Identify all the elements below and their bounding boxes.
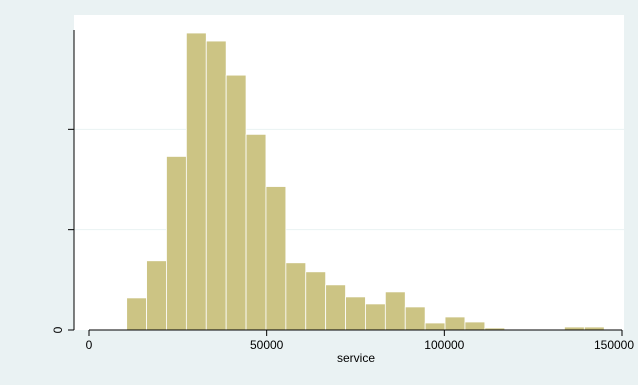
- histogram-bar: [265, 186, 287, 331]
- histogram-bar: [365, 303, 386, 331]
- y-tick-label: 0: [51, 326, 65, 333]
- histogram-bar: [285, 262, 307, 331]
- histogram-bar: [245, 133, 267, 331]
- histogram-bar: [305, 271, 327, 331]
- histogram-bar: [464, 321, 486, 331]
- histogram-bar: [185, 32, 207, 331]
- histogram-bar: [146, 260, 167, 331]
- histogram-bar: [404, 306, 426, 331]
- x-tick-label: 50000: [250, 338, 284, 352]
- histogram-bar: [126, 297, 147, 331]
- histogram-bar: [225, 74, 247, 331]
- x-tick-label: 100000: [424, 338, 464, 352]
- histogram-bar: [384, 291, 406, 331]
- histogram-bar: [444, 316, 466, 331]
- x-tick-label: 150000: [594, 338, 634, 352]
- histogram-bar: [424, 322, 446, 331]
- histogram-bar: [166, 156, 187, 331]
- ticks: 0 50000 100000 150000 0: [51, 128, 634, 352]
- histogram-bar: [325, 284, 346, 331]
- axes: [73, 30, 622, 331]
- histogram-bar: [205, 40, 227, 331]
- grid-lines: [74, 128, 624, 231]
- x-axis-title: service: [337, 351, 375, 365]
- histogram-bar: [345, 296, 366, 331]
- x-tick-label: 0: [86, 338, 93, 352]
